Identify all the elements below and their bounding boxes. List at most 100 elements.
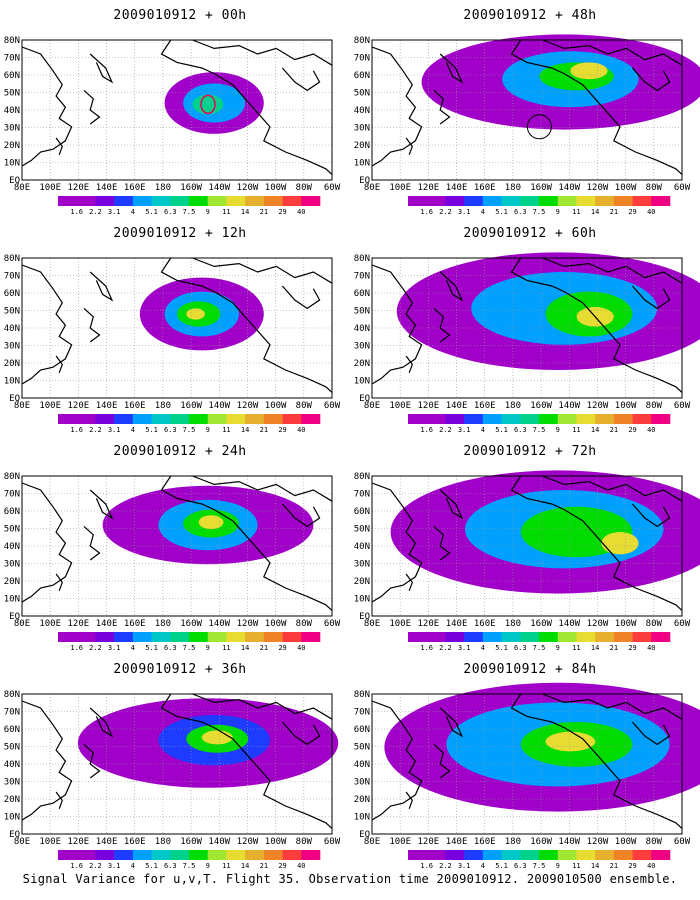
colorbar-label: 29 [278,644,286,652]
lon-label: 120W [237,837,259,847]
colorbar-label: 4 [131,862,135,870]
variance-shading [421,34,700,130]
lat-label: 20N [4,795,20,805]
colorbar-swatch [263,414,283,424]
coastline [89,707,114,738]
highlight-circle [526,114,552,140]
colorbar-swatch [408,196,428,206]
colorbar-swatch [557,196,577,206]
colorbar-label: 40 [297,862,305,870]
lat-label: 80N [4,472,20,482]
colorbar-swatch [426,850,446,860]
colorbar-swatch [58,196,78,206]
colorbar-swatch [482,196,502,206]
coastline [160,693,333,829]
colorbar-swatch [95,632,115,642]
panel-60h: 2009010912 + 60h 80N 70N 60N 50N 40N 30N 20N 10… [354,218,700,434]
colorbar-label: 40 [647,426,655,434]
lon-label: 160E [474,837,496,847]
variance-shading [384,682,700,812]
lat-label: 20N [4,359,20,369]
colorbar-swatch [595,850,615,860]
lat-label: 20N [354,141,370,151]
colorbar-swatch [632,414,652,424]
coastline [433,89,451,125]
lat-label: 50N [354,743,370,753]
colorbar-label: 1.6 [420,208,433,216]
lat-label: 30N [354,560,370,570]
colorbar-swatch [301,850,321,860]
lat-label: EQ [9,830,20,840]
colorbar-swatch [282,850,302,860]
lat-label: 40N [4,324,20,334]
colorbar-swatch [95,414,115,424]
panel-36h: 2009010912 + 36h 80N 70N 60N 50N 40N 30N 20N 10… [4,654,350,870]
colorbar-label: 14 [591,644,599,652]
colorbar-label: 4 [131,644,135,652]
lon-label: 100E [389,619,411,629]
lat-label: EQ [359,830,370,840]
lat-label: 70N [4,708,20,718]
colorbar-label: 21 [260,426,268,434]
lat-label: 70N [354,272,370,282]
coastline [281,721,321,746]
colorbar-label: 7.5 [183,426,196,434]
colorbar-label: 2.2 [89,862,102,870]
colorbar-swatch [282,632,302,642]
lat-label: 10N [354,377,370,387]
panel-title: 2009010912 + 84h [463,662,597,677]
lat-label: 40N [354,542,370,552]
colorbar-label: 9 [206,426,210,434]
lon-label: 100E [39,401,61,411]
colorbar-label: 3.1 [458,208,471,216]
colorbar-swatch [464,632,484,642]
lon-label: 160W [530,183,552,193]
lon-label: 180 [155,183,171,193]
lat-label: 70N [4,272,20,282]
colorbar-label: 40 [297,426,305,434]
colorbar-swatch [539,850,559,860]
lon-label: 180 [155,619,171,629]
lon-label: 160W [180,619,202,629]
colorbar-swatch [464,414,484,424]
coastline [160,39,333,175]
lon-label: 80E [14,401,30,411]
lon-label: 140W [558,837,580,847]
colorbar-swatch [189,196,209,206]
colorbar-swatch [245,632,265,642]
colorbar-label: 6.3 [514,644,527,652]
coastline [83,743,101,779]
lon-label: 80E [14,183,30,193]
colorbar-label: 2.2 [439,862,452,870]
panel-title: 2009010912 + 36h [113,662,247,677]
colorbar-label: 1.6 [420,862,433,870]
lon-label: 60W [674,401,691,411]
lon-label: 80W [296,183,313,193]
variance-shading [396,252,700,370]
colorbar-swatch [482,414,502,424]
lon-label: 80W [646,837,663,847]
colorbar: 1.6 2.2 3.1 4 5.1 6.3 7.5 9 11 14 21 29 40 [58,632,321,652]
lat-label: 40N [354,760,370,770]
lon-label: 120W [237,401,259,411]
lat-label: 50N [4,525,20,535]
coastline [21,264,73,385]
colorbar-swatch [426,414,446,424]
lat-label: 80N [354,690,370,700]
lon-label: 120E [418,401,440,411]
lat-label: EQ [9,612,20,622]
coastline [371,46,423,167]
colorbar-label: 6.3 [164,644,177,652]
coastline [439,271,464,302]
lon-label: 140W [208,183,230,193]
colorbar-label: 14 [591,426,599,434]
colorbar-swatch [132,850,152,860]
colorbar-label: 1.6 [70,208,83,216]
colorbar-swatch [189,850,209,860]
figure-caption: Signal Variance for u,v,T. Flight 35. Ob… [22,872,678,886]
colorbar-swatch [651,414,671,424]
colorbar-label: 1.6 [420,644,433,652]
map-border [371,693,683,835]
